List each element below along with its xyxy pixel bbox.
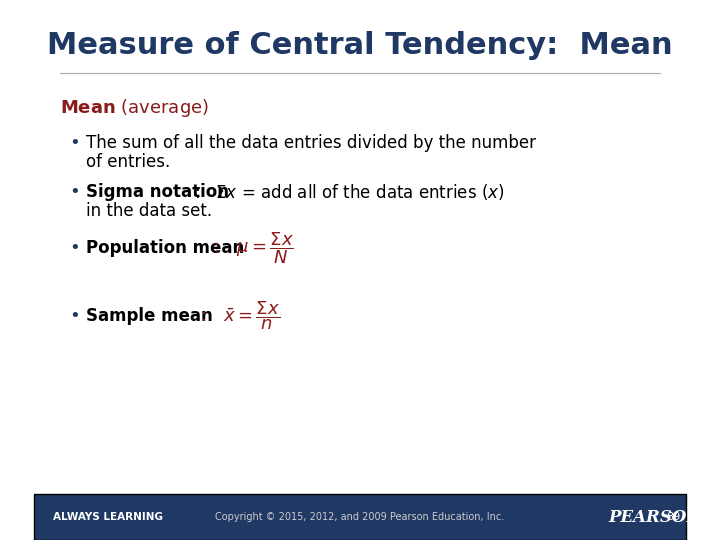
Text: Copyright © 2015, 2012, and 2009 Pearson Education, Inc.: Copyright © 2015, 2012, and 2009 Pearson… — [215, 512, 505, 522]
Text: $\bf{Mean}$ (average): $\bf{Mean}$ (average) — [60, 97, 209, 119]
Text: •: • — [70, 307, 81, 325]
Text: :   $\Sigma x$ = add all of the data entries ($x$): : $\Sigma x$ = add all of the data entri… — [194, 181, 504, 202]
Text: •: • — [70, 183, 81, 201]
Text: Sigma notation: Sigma notation — [86, 183, 229, 201]
Text: ALWAYS LEARNING: ALWAYS LEARNING — [53, 512, 163, 522]
Text: •: • — [70, 239, 81, 258]
Text: PEARSON: PEARSON — [608, 509, 701, 526]
Text: Population mean: Population mean — [86, 239, 244, 258]
Text: in the data set.: in the data set. — [86, 201, 212, 220]
FancyBboxPatch shape — [34, 494, 686, 540]
Text: Sample mean: Sample mean — [86, 307, 212, 325]
Text: :   $\mu = \dfrac{\Sigma x}{N}$: : $\mu = \dfrac{\Sigma x}{N}$ — [213, 231, 294, 266]
Text: of entries.: of entries. — [86, 153, 170, 171]
Text: Measure of Central Tendency:  Mean: Measure of Central Tendency: Mean — [48, 31, 672, 60]
Text: 89: 89 — [667, 512, 681, 522]
Text: •: • — [70, 134, 81, 152]
Text: :   $\bar{x} = \dfrac{\Sigma x}{n}$: : $\bar{x} = \dfrac{\Sigma x}{n}$ — [200, 300, 280, 332]
Text: The sum of all the data entries divided by the number: The sum of all the data entries divided … — [86, 134, 536, 152]
